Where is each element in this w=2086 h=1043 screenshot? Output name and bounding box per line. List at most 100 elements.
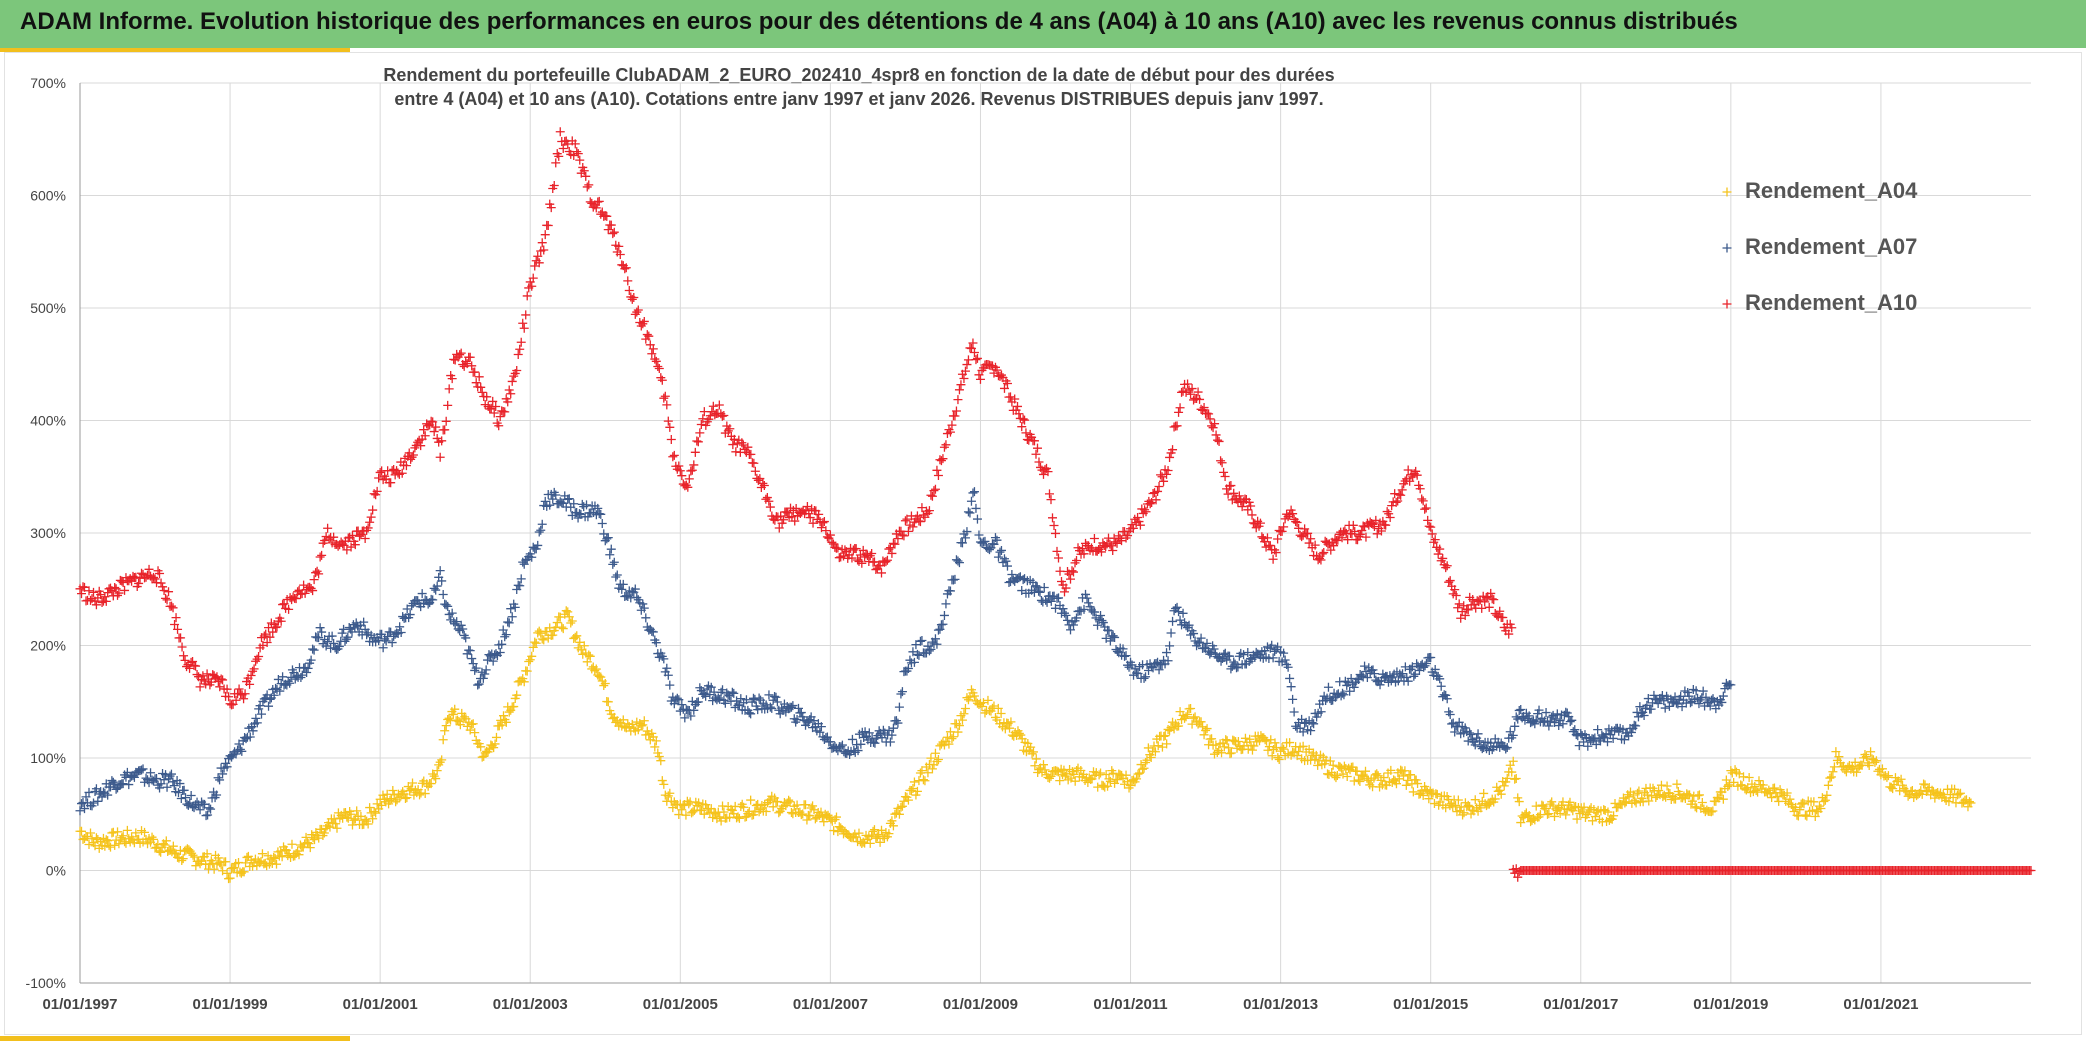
data-point-marker [908,522,918,532]
data-point-marker [202,849,212,859]
data-point-marker [1441,563,1451,573]
data-point-marker [209,864,219,874]
data-point-marker [1435,674,1445,684]
data-point-marker [319,828,329,838]
data-point-marker [1861,752,1871,762]
data-point-marker [1096,610,1106,620]
data-point-marker [765,502,775,512]
data-point-marker [215,775,225,785]
data-point-marker [84,787,94,797]
data-point-marker [470,728,480,738]
data-point-marker [186,791,196,801]
data-point-marker [591,664,601,674]
x-tick-label: 01/01/1999 [193,996,268,1013]
data-point-marker [1096,768,1106,778]
data-point-marker [317,627,327,637]
data-point-marker [533,540,543,550]
data-point-marker [1162,648,1172,658]
data-point-marker [1294,747,1304,757]
data-point-marker [416,441,426,451]
data-point-marker [440,425,450,435]
data-point-marker [765,795,775,805]
data-point-marker [1153,741,1163,751]
data-point-marker [600,679,610,689]
data-point-marker [993,703,1003,713]
data-point-marker [1421,658,1431,668]
data-point-marker [216,674,226,684]
data-point-marker [1303,528,1313,538]
data-point-marker [785,797,795,807]
data-point-marker [1950,784,1960,794]
data-point-marker [552,618,562,628]
data-point-marker [1714,793,1724,803]
data-point-marker [495,648,505,658]
data-point-marker [1209,644,1219,654]
data-point-marker [305,843,315,853]
data-point-marker [743,442,753,452]
data-point-marker [1043,467,1053,477]
data-point-marker [1098,618,1108,628]
data-point-marker [1096,547,1106,557]
data-point-marker [695,428,705,438]
data-point-marker [1480,597,1490,607]
data-point-marker [103,588,113,598]
data-point-marker [606,544,616,554]
data-point-marker [639,716,649,726]
data-point-marker [1572,814,1582,824]
data-point-marker [438,590,448,600]
data-point-marker [1769,783,1779,793]
data-point-marker [332,823,342,833]
data-point-marker [80,804,90,814]
data-point-marker [837,740,847,750]
data-point-marker [170,620,180,630]
data-point-marker [306,655,316,665]
data-point-marker [474,372,484,382]
data-point-marker [278,672,288,682]
data-point-marker [570,139,580,149]
data-point-marker [156,578,166,588]
data-point-marker [1697,797,1707,807]
data-point-marker [372,799,382,809]
data-point-marker [654,364,664,374]
data-point-marker [1513,872,1523,882]
data-point-marker [570,632,580,642]
data-point-marker [642,330,652,340]
data-point-marker [522,666,532,676]
data-point-marker [504,707,514,717]
data-point-marker [734,813,744,823]
data-point-marker [1508,756,1518,766]
data-point-marker [1133,669,1143,679]
data-point-marker [524,657,534,667]
data-point-marker [936,456,946,466]
data-point-marker [1718,794,1728,804]
data-point-marker [1423,515,1433,525]
data-point-marker [1022,435,1032,445]
data-point-marker [327,631,337,641]
data-point-marker [1624,792,1634,802]
data-point-marker [1034,586,1044,596]
data-point-marker [144,564,154,574]
data-point-marker [1240,733,1250,743]
data-point-marker [1639,711,1649,721]
data-point-marker [1174,721,1184,731]
data-point-marker [882,555,892,565]
data-point-marker [84,586,94,596]
data-point-marker [1046,771,1056,781]
data-point-marker [1332,770,1342,780]
data-point-marker [717,411,727,421]
data-point-marker [331,819,341,829]
data-point-marker [932,757,942,767]
data-point-marker [176,793,186,803]
data-point-marker [1421,503,1431,513]
data-point-marker [686,466,696,476]
data-point-marker [983,695,993,705]
data-point-marker [195,805,205,815]
data-point-marker [1411,466,1421,476]
data-point-marker [749,458,759,468]
data-point-marker [1335,762,1345,772]
data-point-marker [162,595,172,605]
data-point-marker [674,695,684,705]
data-point-marker [1429,799,1439,809]
data-point-marker [1226,481,1236,491]
data-point-marker [572,631,582,641]
